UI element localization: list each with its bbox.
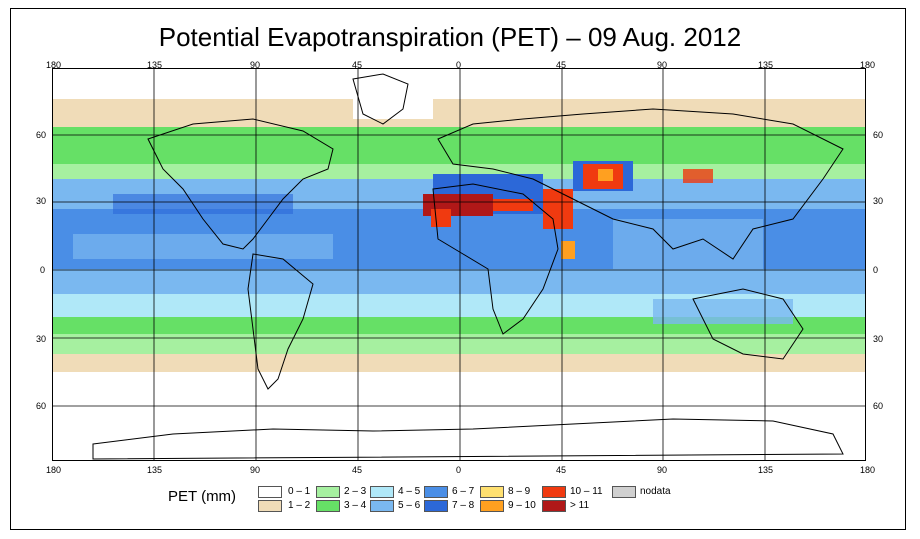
lon-tick-top: 90 (657, 60, 668, 70)
legend-swatch (258, 500, 282, 512)
map-title: Potential Evapotranspiration (PET) – 09 … (158, 22, 742, 52)
legend-label: 4 – 5 (398, 486, 421, 497)
lon-tick-bottom: 180 (860, 465, 876, 475)
legend-label: 2 – 3 (344, 486, 367, 497)
legend-swatch (480, 500, 504, 512)
legend-swatch (370, 500, 394, 512)
pet-color-bands (53, 69, 865, 460)
lat-tick-left: 0 (40, 265, 46, 275)
lon-tick-bottom: 0 (456, 465, 462, 475)
lon-tick-top: 180 (46, 60, 62, 70)
legend-label: 1 – 2 (288, 500, 311, 511)
lat-tick-right: 0 (873, 265, 879, 275)
lon-tick-bottom: 135 (758, 465, 774, 475)
legend-swatch (316, 486, 340, 498)
legend-swatch (316, 500, 340, 512)
legend-label: 9 – 10 (508, 500, 536, 511)
legend-swatch (258, 486, 282, 498)
legend-label: nodata (640, 486, 671, 497)
legend-label: 10 – 11 (570, 486, 603, 497)
lon-tick-bottom: 45 (352, 465, 363, 475)
lon-tick-bottom: 180 (46, 465, 62, 475)
lat-tick-left: 30 (36, 196, 47, 206)
coastlines (92, 73, 844, 460)
figure-frame (10, 8, 906, 530)
legend-label: 8 – 9 (508, 486, 531, 497)
legend-title: PET (mm) (168, 488, 237, 505)
legend-swatch (612, 486, 636, 498)
map-gridlines (53, 69, 865, 460)
legend-label: 7 – 8 (452, 500, 475, 511)
legend-swatch (424, 486, 448, 498)
lat-tick-right: 30 (873, 196, 884, 206)
legend-swatch (424, 500, 448, 512)
legend-swatch (370, 486, 394, 498)
lon-tick-top: 135 (147, 60, 163, 70)
lat-tick-right: 30 (873, 334, 884, 344)
lon-tick-top: 0 (456, 60, 462, 70)
lat-tick-left: 60 (36, 130, 47, 140)
lon-tick-top: 90 (250, 60, 261, 70)
legend-swatch (480, 486, 504, 498)
legend-swatch (542, 486, 566, 498)
lon-tick-top: 45 (556, 60, 567, 70)
lon-tick-bottom: 135 (147, 465, 163, 475)
legend-label: 3 – 4 (344, 500, 367, 511)
lon-tick-top: 180 (860, 60, 876, 70)
pet-map-canvas (53, 69, 865, 460)
pet-world-map (52, 68, 866, 461)
lat-tick-left: 30 (36, 334, 47, 344)
legend-swatch (542, 500, 566, 512)
lat-tick-right: 60 (873, 401, 884, 411)
legend-label: 0 – 1 (288, 486, 311, 497)
lon-tick-bottom: 90 (657, 465, 668, 475)
lon-tick-bottom: 45 (556, 465, 567, 475)
legend-label: 5 – 6 (398, 500, 421, 511)
lon-tick-top: 135 (758, 60, 774, 70)
legend-label: 6 – 7 (452, 486, 475, 497)
lon-tick-top: 45 (352, 60, 363, 70)
lat-tick-right: 60 (873, 130, 884, 140)
lon-tick-bottom: 90 (250, 465, 261, 475)
lat-tick-left: 60 (36, 401, 47, 411)
legend-label: > 11 (570, 500, 589, 511)
